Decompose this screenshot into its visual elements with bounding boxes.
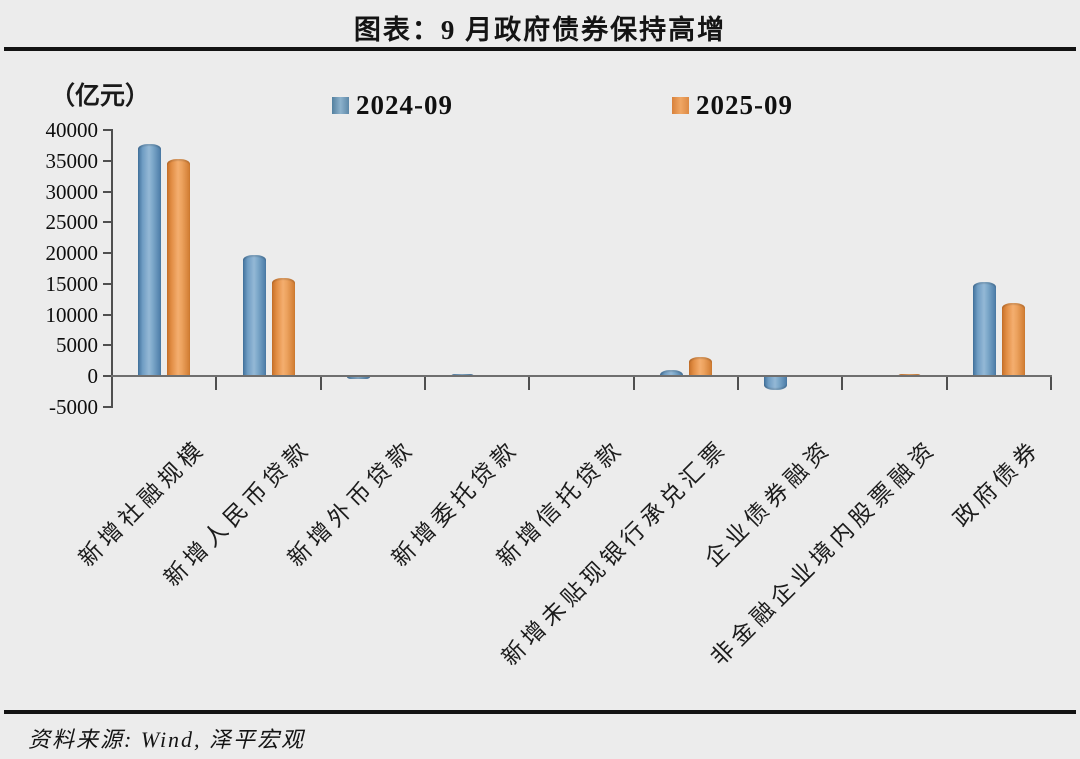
x-axis-tick: [841, 376, 844, 391]
legend-label-2025-09: 2025-09: [696, 90, 793, 120]
top-divider: [4, 47, 1076, 51]
bar-2024-09-category-1: [242, 255, 266, 377]
source-note: 资料来源: Wind, 泽平宏观: [28, 727, 306, 752]
x-axis-tick: [737, 376, 739, 391]
y-axis-tick: [103, 190, 111, 193]
bottom-divider: [4, 710, 1076, 714]
y-axis-tick: [103, 313, 111, 316]
x-axis-line: [111, 375, 1052, 377]
bar-2024-09-category-2: [346, 377, 370, 380]
x-category-label: 政府债券: [948, 434, 1046, 532]
legend-swatch-2025-09: [672, 97, 689, 114]
y-axis-tick-label: 40000: [45, 118, 99, 142]
y-axis-tick: [103, 282, 111, 285]
y-axis-line: [111, 129, 113, 408]
x-axis-tick: [319, 376, 322, 391]
y-axis-tick-label: 10000: [45, 302, 99, 327]
legend-swatch-2024-09: [332, 97, 349, 114]
y-axis-tick-label: 15000: [45, 271, 99, 296]
y-axis-unit-label: （亿元）: [50, 82, 151, 110]
chart-title: 图表：9 月政府债券保持高增: [353, 15, 727, 45]
y-axis-tick: [103, 344, 111, 347]
y-axis-tick-label: 5000: [56, 333, 98, 358]
x-axis-tick: [424, 376, 426, 391]
x-axis-tick: [528, 376, 531, 391]
y-axis-tick: [103, 129, 111, 131]
x-axis-tick: [945, 376, 948, 391]
bar-2024-09-category-6: [764, 377, 788, 391]
bar-2024-09-category-8: [972, 282, 996, 377]
y-axis-tick-label: 20000: [45, 241, 99, 266]
y-axis-tick-label: 30000: [45, 179, 99, 204]
y-axis-tick: [103, 221, 111, 224]
bar-2025-09-category-1: [271, 278, 295, 377]
y-axis-tick-label: 25000: [45, 210, 99, 235]
y-axis-tick-label: 0: [87, 364, 99, 389]
bar-2024-09-category-0: [138, 144, 162, 377]
legend-item-2024-09: 2024-09: [332, 90, 453, 121]
bar-2025-09-category-8: [1001, 303, 1025, 377]
y-axis-tick: [103, 252, 111, 255]
x-axis-tick: [1050, 376, 1052, 391]
legend-item-2025-09: 2025-09: [672, 90, 793, 121]
bar-2025-09-category-5: [688, 357, 712, 377]
legend-label-2024-09: 2024-09: [356, 90, 453, 120]
bar-2025-09-category-0: [167, 159, 191, 377]
y-axis-tick-label: 35000: [45, 148, 99, 173]
bar-2024-09-category-5: [659, 370, 683, 377]
y-axis-tick: [103, 159, 111, 162]
x-axis-tick: [632, 376, 635, 391]
y-axis-tick-label: -5000: [49, 395, 98, 419]
y-axis-tick: [103, 375, 111, 378]
x-axis-tick: [111, 376, 113, 391]
y-axis-tick: [103, 406, 111, 408]
x-axis-tick: [215, 376, 218, 391]
